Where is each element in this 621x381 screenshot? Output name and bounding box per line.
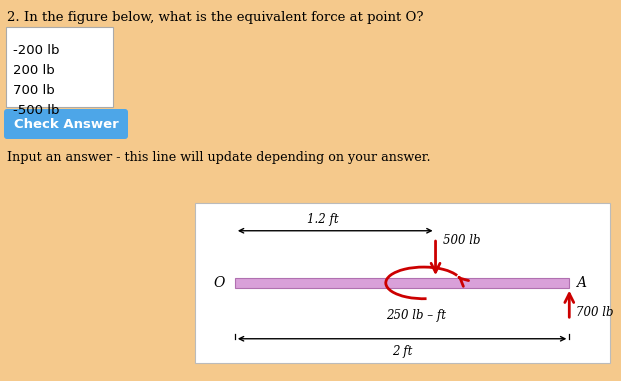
FancyBboxPatch shape [194,203,610,363]
Text: -500 lb: -500 lb [13,104,60,117]
Text: -200 lb: -200 lb [13,44,60,57]
Text: 700 lb: 700 lb [576,306,614,319]
Text: O: O [214,276,225,290]
Text: 2. In the figure below, what is the equivalent force at point O?: 2. In the figure below, what is the equi… [7,11,424,24]
Text: 1.2 ft: 1.2 ft [307,213,339,226]
Text: Input an answer - this line will update depending on your answer.: Input an answer - this line will update … [7,151,430,164]
Text: 500 lb: 500 lb [443,234,480,248]
Text: A: A [576,276,586,290]
FancyBboxPatch shape [4,109,128,139]
Text: 250 lb – ft: 250 lb – ft [386,309,446,322]
Text: 2 ft: 2 ft [392,345,412,358]
FancyBboxPatch shape [6,27,113,107]
Text: 200 lb: 200 lb [13,64,55,77]
Text: Check Answer: Check Answer [14,117,119,131]
Bar [235,278,569,288]
Text: 700 lb: 700 lb [13,84,55,97]
